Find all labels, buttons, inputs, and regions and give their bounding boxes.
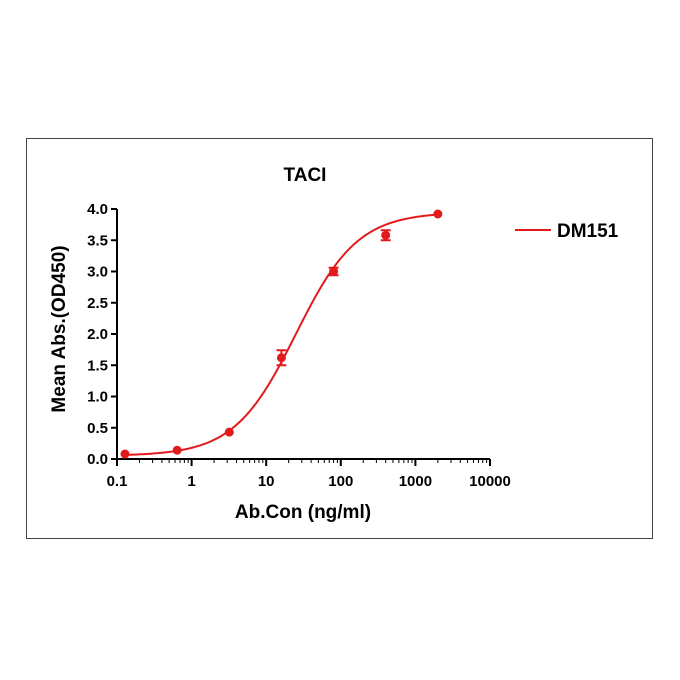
x-tick-label: 1000 xyxy=(399,473,432,490)
data-point xyxy=(381,230,391,240)
legend: DM151 xyxy=(515,221,619,242)
x-tick-label: 1 xyxy=(187,473,195,490)
x-axis-label: Ab.Con (ng/ml) xyxy=(235,502,371,523)
data-point xyxy=(120,449,130,459)
data-point xyxy=(276,353,286,363)
data-point xyxy=(329,267,339,276)
x-axis: 0.1 1 10 100 1000 10000 xyxy=(107,458,511,490)
chart-title: TACI xyxy=(284,165,327,186)
x-tick-label: 10 xyxy=(258,473,275,490)
y-tick-label: 1.5 xyxy=(87,357,108,374)
y-tick-label: 2.5 xyxy=(87,295,108,312)
x-tick-label: 10000 xyxy=(469,473,511,490)
y-tick-label: 1.0 xyxy=(87,389,108,406)
data-point xyxy=(433,209,443,219)
chart-frame: TACI 0.0 0.5 1.0 1.5 2.0 2.5 3.0 3.5 4.0 0.1 1 10 1… xyxy=(26,138,653,539)
y-tick-label: 2.0 xyxy=(87,326,108,343)
chart-svg: TACI 0.0 0.5 1.0 1.5 2.0 2.5 3.0 3.5 4.0 0.1 1 10 1… xyxy=(49,165,619,523)
y-tick-label: 0.0 xyxy=(87,451,108,468)
x-tick-label: 0.1 xyxy=(107,473,128,490)
data-point xyxy=(224,427,234,437)
x-tick-label: 100 xyxy=(328,473,353,490)
legend-label-dm151: DM151 xyxy=(557,221,619,242)
data-point xyxy=(172,445,182,455)
y-tick-label: 3.0 xyxy=(87,264,108,281)
y-axis-label: Mean Abs.(OD450) xyxy=(49,245,70,412)
fit-curve-dm151 xyxy=(124,213,438,456)
y-axis: 0.0 0.5 1.0 1.5 2.0 2.5 3.0 3.5 4.0 xyxy=(87,201,118,468)
y-tick-label: 3.5 xyxy=(87,232,108,249)
plot-area xyxy=(120,209,443,459)
y-tick-label: 0.5 xyxy=(87,420,108,437)
y-tick-label: 4.0 xyxy=(87,201,108,218)
